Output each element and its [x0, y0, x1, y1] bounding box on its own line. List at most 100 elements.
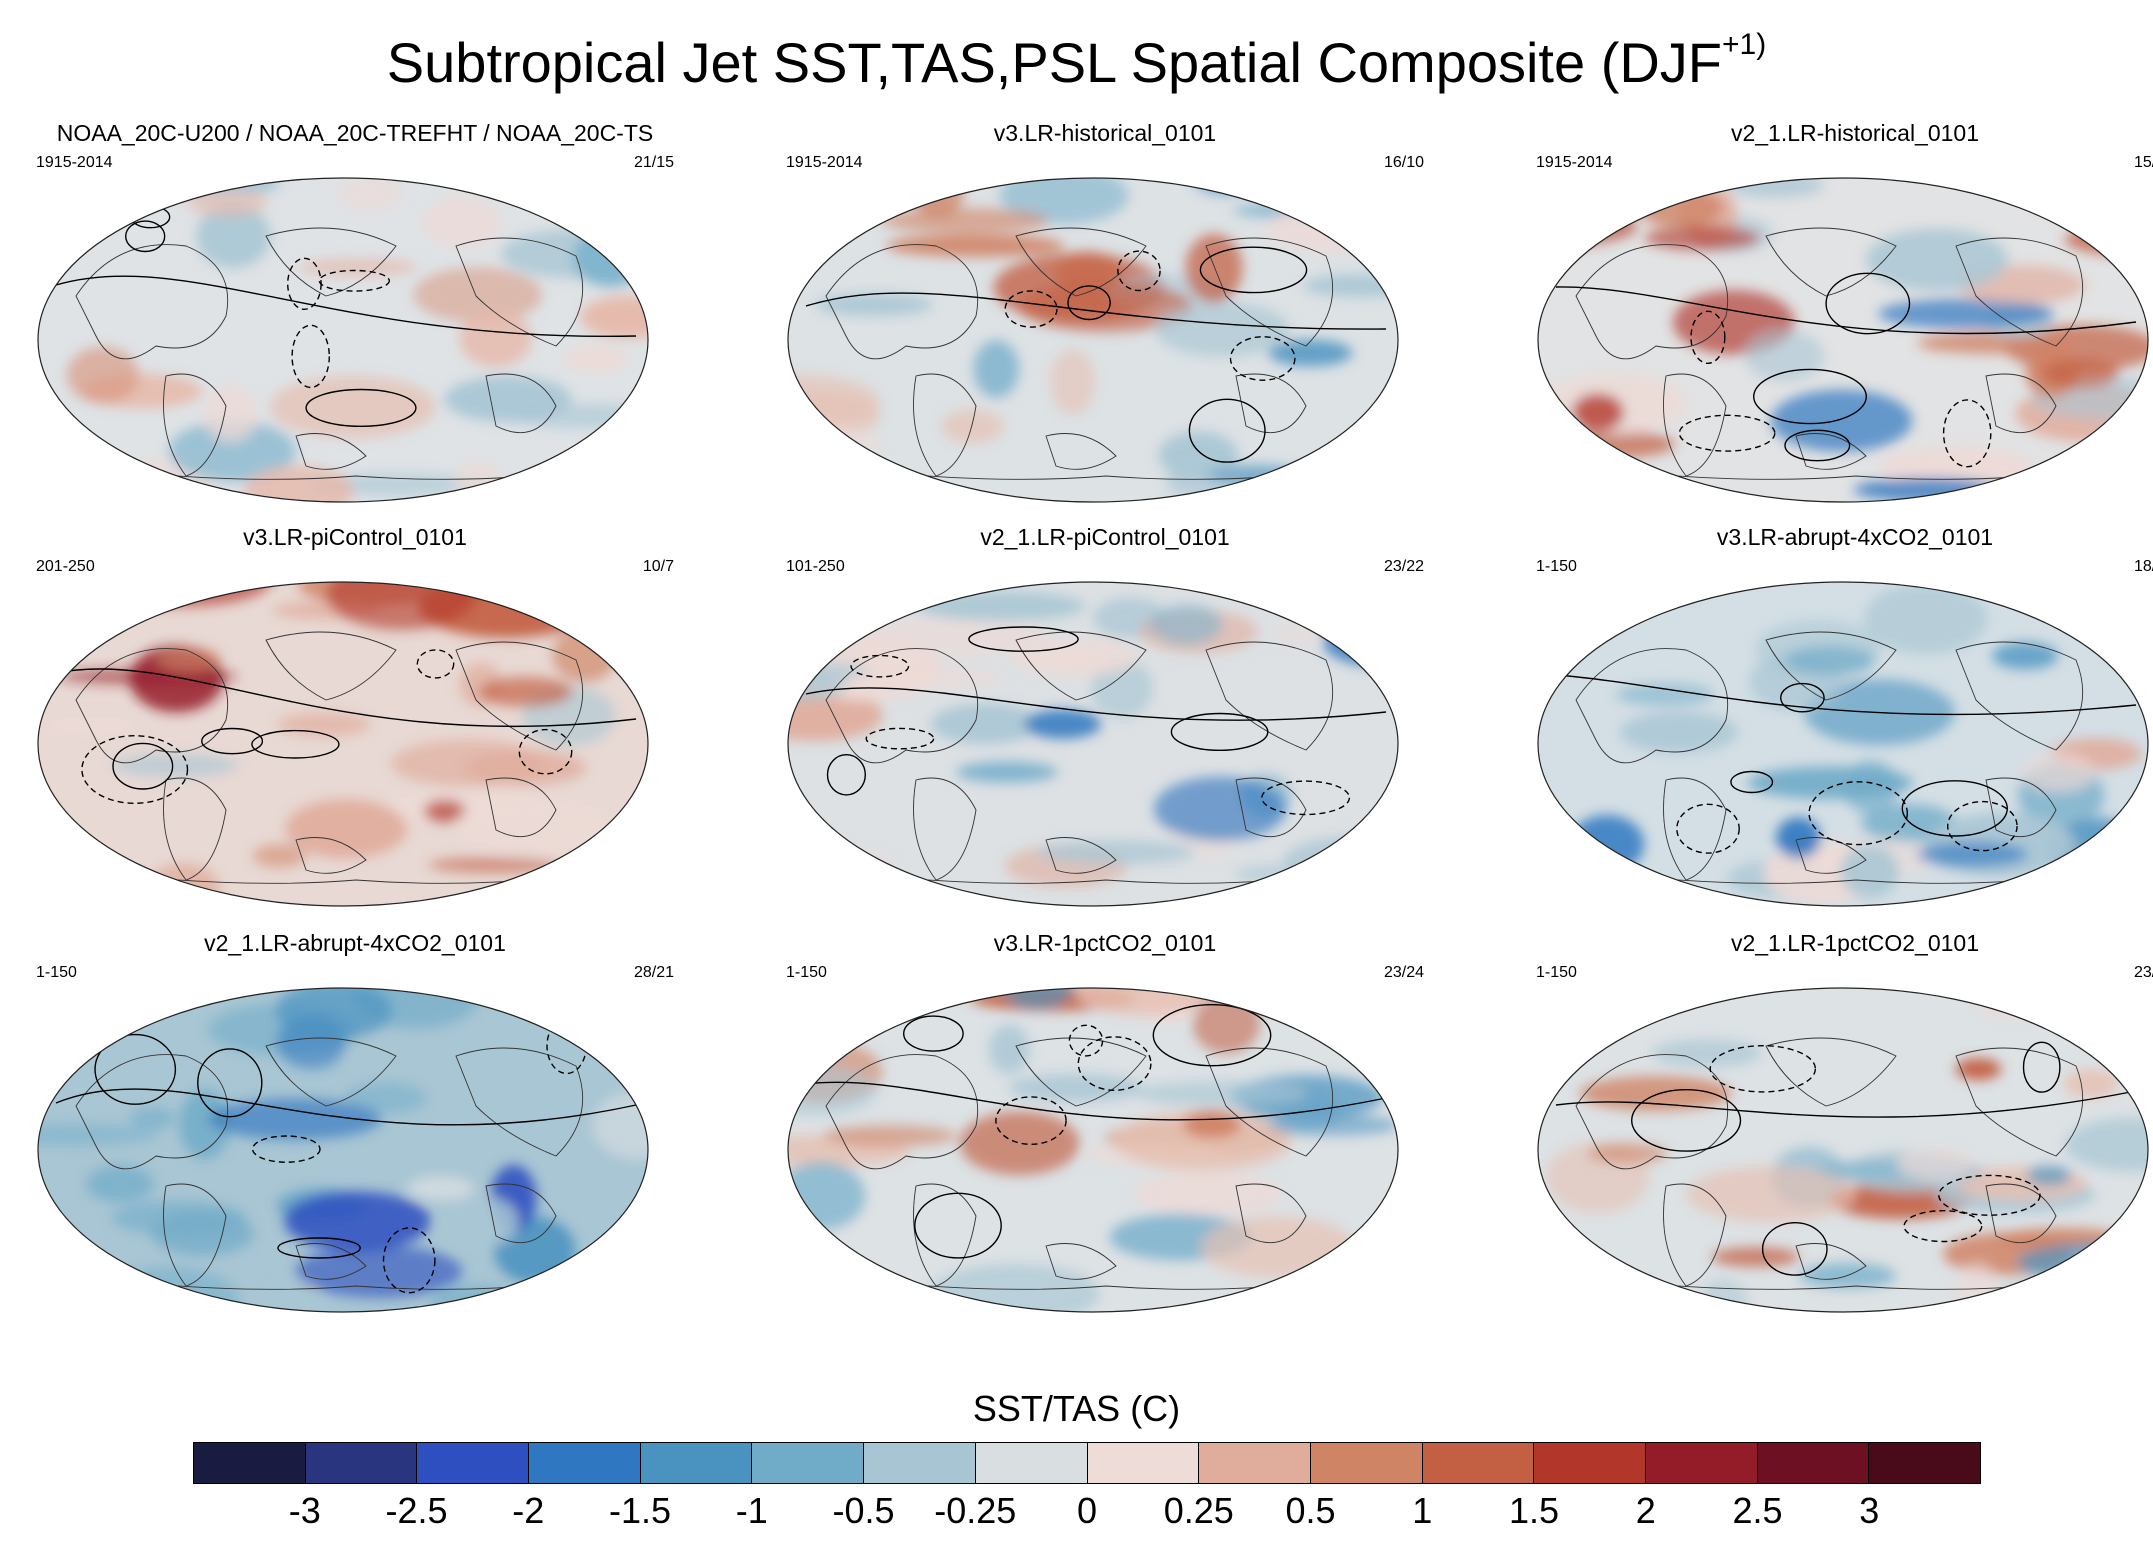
map-outline: [1537, 581, 2149, 907]
coastline: [1575, 244, 1729, 360]
anomaly-patch: [1686, 1165, 1857, 1223]
anomaly-patch: [1158, 431, 1239, 480]
coastline: [1765, 1037, 1897, 1107]
coastline: [485, 373, 557, 434]
coastline: [1045, 1243, 1117, 1280]
anomaly-patch: [244, 465, 354, 502]
colorbar-tick-label: -3: [288, 1490, 321, 1531]
colorbar-segment: [1199, 1443, 1311, 1483]
colorbar-tick-label: 0: [1076, 1490, 1098, 1531]
colorbar-tick-label: -1.5: [608, 1490, 672, 1531]
anomaly-patch: [1863, 583, 1988, 655]
anomaly-patch: [788, 1065, 878, 1116]
coastline: [1575, 1054, 1729, 1170]
colorbar-segment: [1534, 1443, 1646, 1483]
panel-title: NOAA_20C-U200 / NOAA_20C-TREFHT / NOAA_2…: [56, 120, 654, 146]
colorbar-label: SST/TAS (C): [972, 1388, 1181, 1429]
map-panel: v3.LR-piControl_0101 201-250 10/7: [10, 524, 700, 919]
coastline: [1795, 837, 1867, 874]
anomaly-patch: [284, 1191, 431, 1251]
psl-contour: [416, 649, 455, 679]
psl-contour: [1676, 803, 1740, 854]
anomaly-patch: [852, 665, 1003, 689]
psl-contour: [1779, 682, 1825, 713]
coastline: [1765, 631, 1897, 701]
anomaly-patch: [1853, 477, 2000, 502]
panel-years: 1-150: [1536, 964, 1577, 981]
coastline: [1235, 1183, 1307, 1244]
psl-contour: [1825, 272, 1911, 335]
psl-contour: [1752, 368, 1867, 425]
coastline: [1205, 237, 1334, 347]
anomaly-patch: [1840, 845, 1899, 898]
anomaly-patch: [1615, 683, 1714, 707]
anomaly-patch: [1711, 1247, 1800, 1267]
colorbar-tick-label: 3: [1859, 1490, 1880, 1531]
panel-count: 23/22: [1383, 558, 1424, 575]
anomaly-patch: [1955, 1058, 2002, 1080]
psl-contour: [277, 1237, 361, 1259]
anomaly-patch: [150, 1210, 254, 1256]
psl-contour: [995, 1096, 1067, 1146]
colorbar-tick-label: -2.5: [385, 1490, 448, 1531]
panel-years: 201-250: [36, 558, 95, 575]
coastline: [913, 777, 977, 881]
coastline: [1955, 1047, 2084, 1157]
anomaly-patch: [1050, 349, 1095, 415]
anomaly-patch: [1036, 840, 1195, 865]
map-outline: [787, 177, 1399, 503]
anomaly-patch: [1151, 604, 1223, 646]
colorbar-tick-label: 1.5: [1508, 1490, 1560, 1531]
coastline: [1795, 1243, 1867, 1280]
anomaly-patch: [2021, 752, 2096, 793]
coastline: [75, 244, 229, 360]
coastline: [1015, 631, 1147, 701]
psl-contour: [1067, 285, 1111, 321]
anomaly-patch: [1234, 865, 1312, 883]
psl-contour: [805, 687, 1387, 721]
anomaly-patch: [1744, 330, 1825, 382]
anomaly-patch: [1155, 302, 1290, 357]
anomaly-patch: [1019, 281, 1193, 333]
psl-contour: [251, 1135, 321, 1163]
anomaly-patch: [112, 754, 238, 777]
panel-count: 23/25: [2133, 964, 2153, 981]
coastline: [295, 837, 367, 874]
anomaly-patch: [2041, 359, 2119, 388]
map-outline: [787, 581, 1399, 907]
anomaly-patch: [1572, 393, 1624, 432]
anomaly-patch: [275, 988, 393, 1041]
anomaly-patch: [1644, 225, 1761, 251]
panel-title: v2_1.LR-historical_0101: [1730, 120, 1980, 146]
anomaly-patch: [1776, 817, 1821, 859]
coastline: [825, 244, 979, 360]
anomaly-patch: [880, 207, 1049, 234]
coastline: [913, 373, 977, 477]
psl-contour: [1784, 429, 1851, 462]
coastline: [1663, 777, 1727, 881]
coastline: [1955, 237, 2084, 347]
figure-title-superscript: +1): [1722, 28, 1767, 61]
anomaly-patch: [38, 178, 139, 225]
anomaly-patch: [1113, 1110, 1292, 1171]
coastline: [1205, 641, 1334, 751]
anomaly-patch: [471, 889, 618, 906]
anomaly-patch: [38, 1123, 158, 1146]
colorbar-segment: [194, 1443, 306, 1483]
panel-years: 1-150: [1536, 558, 1577, 575]
colorbar-tick-label: -0.25: [934, 1490, 1017, 1531]
anomaly-patch: [285, 799, 407, 859]
anomaly-patch: [1135, 1080, 1309, 1107]
colorbar-segment: [640, 1443, 753, 1483]
robinson-map: [1537, 177, 2149, 503]
anomaly-patch: [591, 1090, 648, 1161]
panel-count: 28/21: [633, 964, 674, 981]
coastline: [295, 1243, 367, 1280]
anomaly-patch: [959, 1111, 1080, 1176]
anomaly-patch: [428, 856, 561, 874]
psl-contour: [2022, 1041, 2061, 1093]
panel-count: 18/27: [2133, 558, 2153, 575]
colorbar-tick-label: -0.5: [832, 1490, 895, 1531]
anomaly-patch: [520, 988, 623, 1017]
anomaly-patch: [988, 1024, 1030, 1075]
